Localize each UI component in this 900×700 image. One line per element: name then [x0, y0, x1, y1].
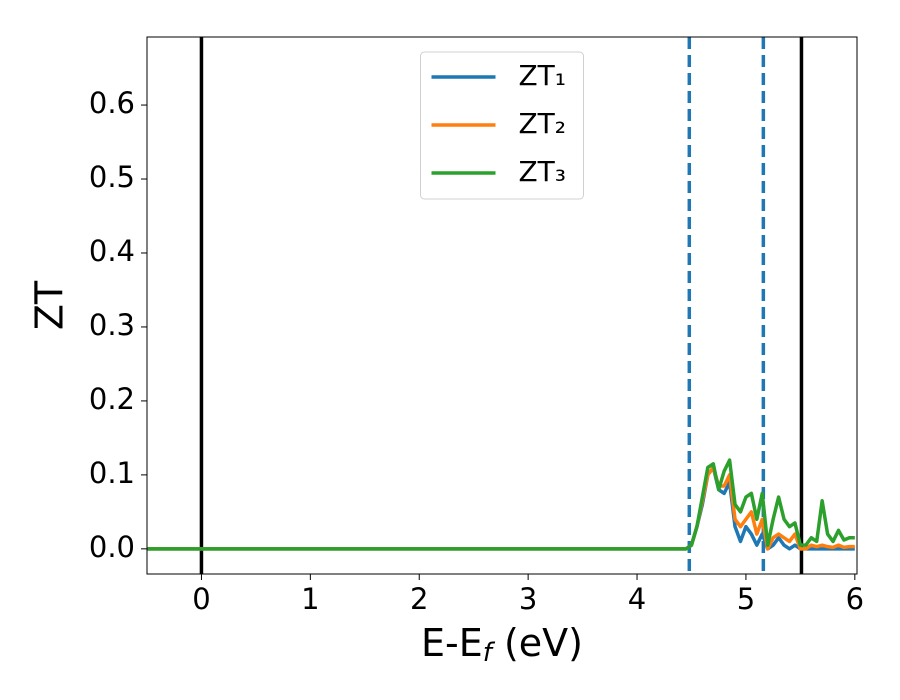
x-tick-label: 5 — [737, 582, 755, 616]
y-tick-label: 0.4 — [89, 234, 135, 268]
legend-label: ZT₂ — [519, 107, 567, 140]
x-tick-label: 0 — [192, 582, 210, 616]
series-line — [147, 465, 855, 551]
legend-box — [420, 51, 584, 200]
y-tick-label: 0.2 — [89, 382, 135, 416]
y-tick-label: 0.3 — [89, 308, 135, 342]
y-tick-label: 0.1 — [89, 456, 135, 490]
x-axis-label: E-Ef (eV) — [421, 621, 583, 668]
y-tick-label: 0.5 — [89, 160, 135, 194]
x-tick-label: 2 — [410, 582, 428, 616]
series-line — [147, 465, 855, 551]
plot-frame — [146, 36, 858, 575]
x-axis-label-part: E-E — [421, 621, 483, 665]
y-tick-label: 0.6 — [89, 86, 135, 120]
series-line — [147, 458, 855, 551]
legend-label: ZT₁ — [519, 59, 567, 92]
y-tick-label: 0.0 — [89, 530, 135, 564]
x-tick-label: 3 — [519, 582, 537, 616]
x-axis-label-part: (eV) — [492, 621, 583, 665]
legend-label: ZT₃ — [519, 155, 567, 188]
x-tick-label: 4 — [628, 582, 646, 616]
plot-area — [147, 37, 855, 574]
y-axis-label: ZT — [28, 280, 72, 330]
x-tick-label: 1 — [301, 582, 319, 616]
x-tick-label: 6 — [846, 582, 864, 616]
